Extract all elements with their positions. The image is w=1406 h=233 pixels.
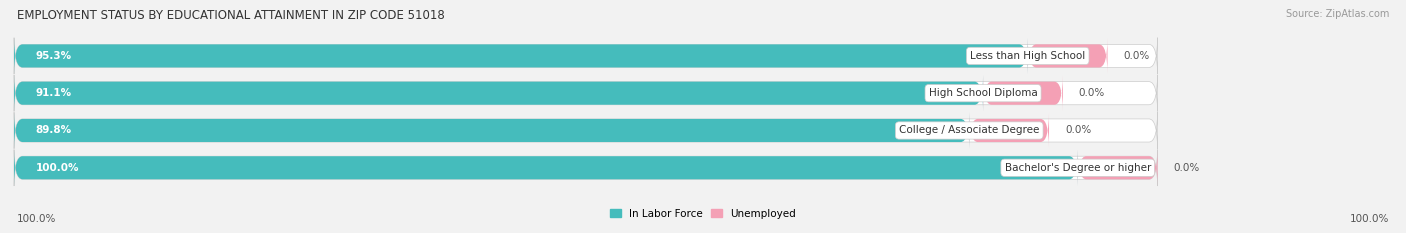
Text: 91.1%: 91.1% <box>35 88 72 98</box>
Text: 0.0%: 0.0% <box>1174 163 1199 173</box>
Text: 100.0%: 100.0% <box>35 163 79 173</box>
FancyBboxPatch shape <box>1078 150 1157 186</box>
FancyBboxPatch shape <box>14 75 1157 111</box>
Text: Source: ZipAtlas.com: Source: ZipAtlas.com <box>1285 9 1389 19</box>
FancyBboxPatch shape <box>14 38 1157 74</box>
Text: EMPLOYMENT STATUS BY EDUCATIONAL ATTAINMENT IN ZIP CODE 51018: EMPLOYMENT STATUS BY EDUCATIONAL ATTAINM… <box>17 9 444 22</box>
FancyBboxPatch shape <box>1028 38 1108 74</box>
FancyBboxPatch shape <box>14 112 1157 149</box>
Text: High School Diploma: High School Diploma <box>929 88 1038 98</box>
FancyBboxPatch shape <box>14 38 1028 74</box>
FancyBboxPatch shape <box>14 150 1078 186</box>
Text: 89.8%: 89.8% <box>35 126 72 135</box>
Text: 95.3%: 95.3% <box>35 51 72 61</box>
Text: College / Associate Degree: College / Associate Degree <box>898 126 1039 135</box>
Legend: In Labor Force, Unemployed: In Labor Force, Unemployed <box>606 205 800 223</box>
Text: 0.0%: 0.0% <box>1123 51 1150 61</box>
FancyBboxPatch shape <box>14 150 1157 186</box>
Text: 100.0%: 100.0% <box>17 214 56 224</box>
Text: 100.0%: 100.0% <box>1350 214 1389 224</box>
FancyBboxPatch shape <box>14 112 969 149</box>
Text: Bachelor's Degree or higher: Bachelor's Degree or higher <box>1004 163 1152 173</box>
Text: 0.0%: 0.0% <box>1078 88 1105 98</box>
FancyBboxPatch shape <box>969 112 1049 149</box>
FancyBboxPatch shape <box>14 75 983 111</box>
FancyBboxPatch shape <box>983 75 1063 111</box>
Text: Less than High School: Less than High School <box>970 51 1085 61</box>
Text: 0.0%: 0.0% <box>1064 126 1091 135</box>
